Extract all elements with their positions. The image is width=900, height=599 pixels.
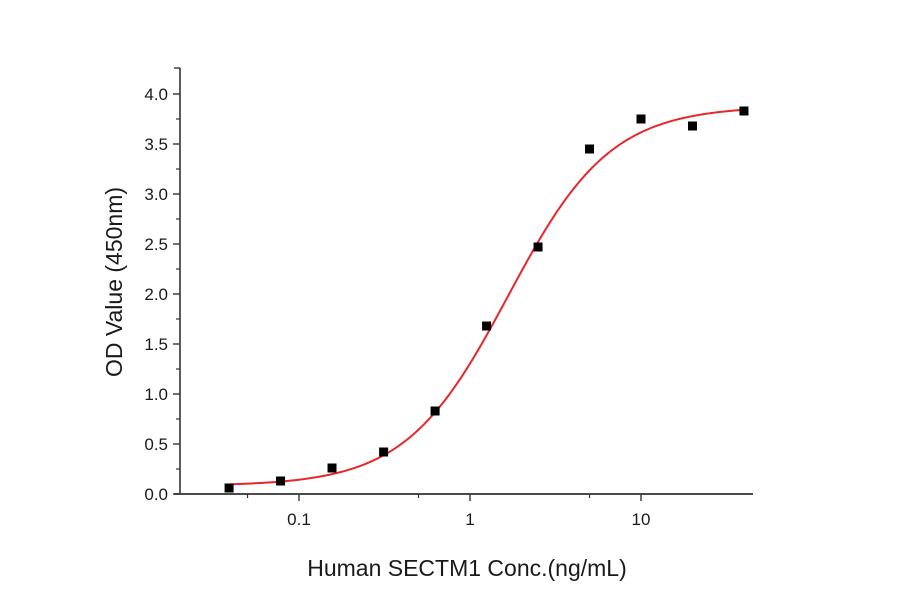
data-point-marker [430, 406, 440, 416]
x-axis: 0.1 1 10 [174, 493, 753, 529]
x-tick-label: 0.1 [287, 510, 311, 529]
y-tick-label: 3.0 [144, 185, 168, 204]
y-tick-label: 3.5 [144, 135, 168, 154]
y-tick-label: 0.0 [144, 485, 168, 504]
y-tick-label: 2.0 [144, 285, 168, 304]
x-tick-label: 1 [465, 510, 474, 529]
fit-curve [229, 108, 745, 486]
data-point-marker [224, 483, 234, 493]
data-point-marker [585, 144, 595, 154]
data-point-marker [482, 321, 492, 331]
y-axis-title: OD Value (450nm) [101, 187, 127, 377]
y-tick-label: 1.0 [144, 385, 168, 404]
x-tick-label: 10 [632, 510, 651, 529]
data-point-marker [533, 242, 543, 252]
y-tick-label: 1.5 [144, 335, 168, 354]
data-point-marker [739, 106, 749, 116]
data-points-layer [224, 106, 749, 493]
data-point-marker [636, 114, 646, 124]
data-point-marker [379, 447, 389, 457]
y-tick-label: 4.0 [144, 85, 168, 104]
y-tick-label: 0.5 [144, 435, 168, 454]
x-axis-title: Human SECTM1 Conc.(ng/mL) [307, 555, 627, 581]
data-point-marker [687, 121, 697, 131]
data-point-marker [276, 476, 286, 486]
y-tick-label: 2.5 [144, 235, 168, 254]
data-point-marker [327, 463, 337, 473]
fit-curve-layer [229, 108, 745, 486]
y-axis: 0.0 0.5 1.0 1.5 2.0 2.5 3.0 3.5 4.0 [144, 67, 181, 504]
